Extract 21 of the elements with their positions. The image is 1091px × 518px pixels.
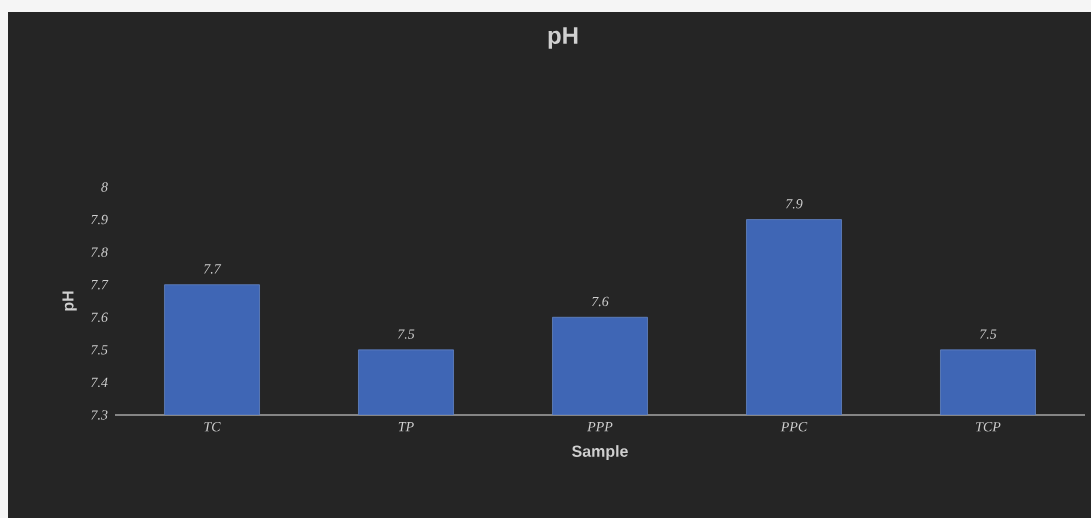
x-tick-label: PPC <box>780 422 808 432</box>
y-tick-label: 7.5 <box>91 345 108 355</box>
x-axis-title: Sample <box>572 445 628 461</box>
x-tick-label: PPP <box>587 422 613 432</box>
data-label: 7.5 <box>980 329 997 339</box>
y-tick-label: 7.4 <box>91 377 108 388</box>
chart-title: pH <box>548 27 578 49</box>
data-label: 7.9 <box>786 199 803 209</box>
y-tick-label: 7.8 <box>91 247 108 257</box>
y-tick-label: 7.7 <box>91 280 109 290</box>
y-tick-label: 8 <box>101 182 108 192</box>
data-label: 7.6 <box>592 296 609 307</box>
x-tick-label: TP <box>398 422 414 432</box>
y-axis-title: pH <box>62 291 77 311</box>
y-tick-label: 7.9 <box>91 214 108 225</box>
x-tick-label: TCP <box>976 422 1001 432</box>
data-label: 7.5 <box>398 329 415 339</box>
y-tick-label: 7.6 <box>91 312 108 323</box>
y-tick-label: 7.3 <box>91 410 108 420</box>
data-label: 7.7 <box>204 264 222 274</box>
x-tick-label: TC <box>204 422 221 432</box>
